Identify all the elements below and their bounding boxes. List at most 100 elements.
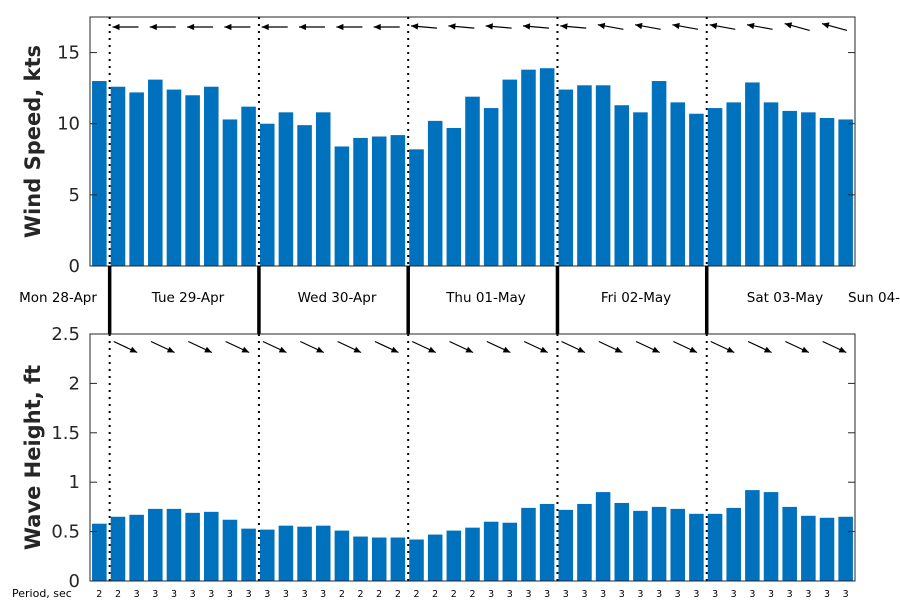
bar — [838, 516, 853, 581]
arrow-head — [614, 346, 623, 353]
period-value: 3 — [731, 589, 737, 600]
bar — [577, 503, 592, 581]
bar — [185, 512, 200, 581]
bar — [92, 81, 107, 266]
arrow-head — [652, 346, 660, 353]
arrow-head — [299, 23, 306, 31]
arrow-head — [448, 23, 456, 30]
period-value: 2 — [357, 589, 363, 600]
bar — [521, 507, 536, 581]
direction-arrow — [560, 23, 587, 30]
period-value: 3 — [320, 589, 326, 600]
direction-arrow — [262, 340, 287, 354]
period-row: Period, sec 2 2 3 3 3 3 3 3 3 3 3 3 3 2 2 2 2 2 2 2 2 3 3 3 3 3 3 3 3… — [12, 587, 849, 600]
period-value: 3 — [563, 589, 569, 600]
period-value: 3 — [581, 589, 587, 600]
period-value: 3 — [525, 589, 531, 600]
period-value: 2 — [469, 589, 475, 600]
arrow-head — [838, 346, 847, 353]
period-value: 3 — [227, 589, 233, 600]
bar — [259, 529, 275, 581]
day-label-band: Mon 28-Apr Tue 29-Apr Wed 30-Apr Thu 01-May… — [19, 266, 900, 334]
period-value: 3 — [843, 589, 849, 600]
direction-arrow — [634, 22, 661, 30]
bar — [745, 82, 760, 266]
period-value: 2 — [339, 589, 345, 600]
period-value: 3 — [544, 589, 550, 600]
bar — [371, 537, 387, 581]
day-label: Thu 01-May — [445, 290, 526, 306]
arrow-head — [241, 346, 250, 353]
period-value: 3 — [190, 589, 196, 600]
bar — [185, 95, 200, 266]
direction-arrow — [188, 340, 213, 354]
bar — [166, 89, 182, 266]
arrow-head — [373, 23, 381, 31]
bar — [241, 106, 256, 266]
bar — [782, 110, 797, 266]
direction-arrow — [261, 23, 288, 31]
bar — [745, 490, 760, 581]
bar — [502, 79, 518, 266]
y-tick-label: 15 — [57, 43, 80, 64]
arrow-head — [726, 346, 735, 353]
direction-arrow — [410, 23, 437, 30]
bar — [222, 119, 238, 266]
direction-arrow — [635, 340, 660, 354]
bar — [222, 519, 238, 581]
y-tick-label: 0.5 — [51, 522, 80, 543]
wave-height-panel: 0 0.5 1 1.5 2 2.5 Wave Height, ft — [21, 324, 856, 592]
arrow-head — [204, 346, 212, 353]
bar — [558, 509, 574, 581]
bar — [297, 526, 312, 581]
bar — [315, 525, 331, 581]
arrow-head — [166, 346, 175, 353]
bar — [819, 118, 835, 267]
direction-arrow — [113, 340, 138, 354]
period-value: 3 — [600, 589, 606, 600]
direction-arrow — [597, 22, 624, 30]
bar — [689, 113, 704, 266]
y-tick-label: 0 — [69, 256, 80, 277]
direction-arrow — [449, 340, 474, 354]
direction-arrow — [486, 340, 511, 354]
period-value: 3 — [507, 589, 513, 600]
arrow-head — [224, 23, 232, 31]
bar — [334, 530, 350, 581]
arrow-head — [763, 346, 772, 353]
bar — [390, 135, 406, 266]
arrow-head — [672, 22, 680, 30]
arrow-head — [149, 23, 157, 31]
bar — [670, 508, 686, 581]
bar — [633, 112, 648, 266]
period-label: Period, sec — [12, 587, 72, 600]
y-tick-label: 10 — [57, 114, 80, 135]
direction-arrow — [747, 340, 772, 354]
bar — [371, 136, 387, 266]
bar — [129, 514, 144, 581]
bar — [577, 85, 592, 266]
bar — [801, 515, 816, 581]
bar — [204, 86, 219, 266]
arrow-head — [523, 23, 531, 30]
period-value: 3 — [824, 589, 830, 600]
day-label: Tue 29-Apr — [151, 290, 225, 306]
bar — [92, 523, 107, 581]
period-value: 3 — [693, 589, 699, 600]
direction-arrow — [784, 22, 810, 31]
bar — [763, 102, 779, 267]
bar — [465, 96, 480, 267]
y-tick-label: 1.5 — [51, 423, 80, 444]
direction-arrow — [187, 23, 214, 31]
bar — [614, 502, 630, 581]
arrow-head — [485, 23, 493, 30]
bar — [427, 534, 443, 581]
arrow-head — [689, 346, 697, 353]
period-value: 3 — [768, 589, 774, 600]
bar — [819, 517, 835, 581]
period-value: 2 — [395, 589, 401, 600]
bar — [595, 85, 611, 266]
arrow-head — [577, 346, 585, 353]
bar — [726, 507, 741, 581]
